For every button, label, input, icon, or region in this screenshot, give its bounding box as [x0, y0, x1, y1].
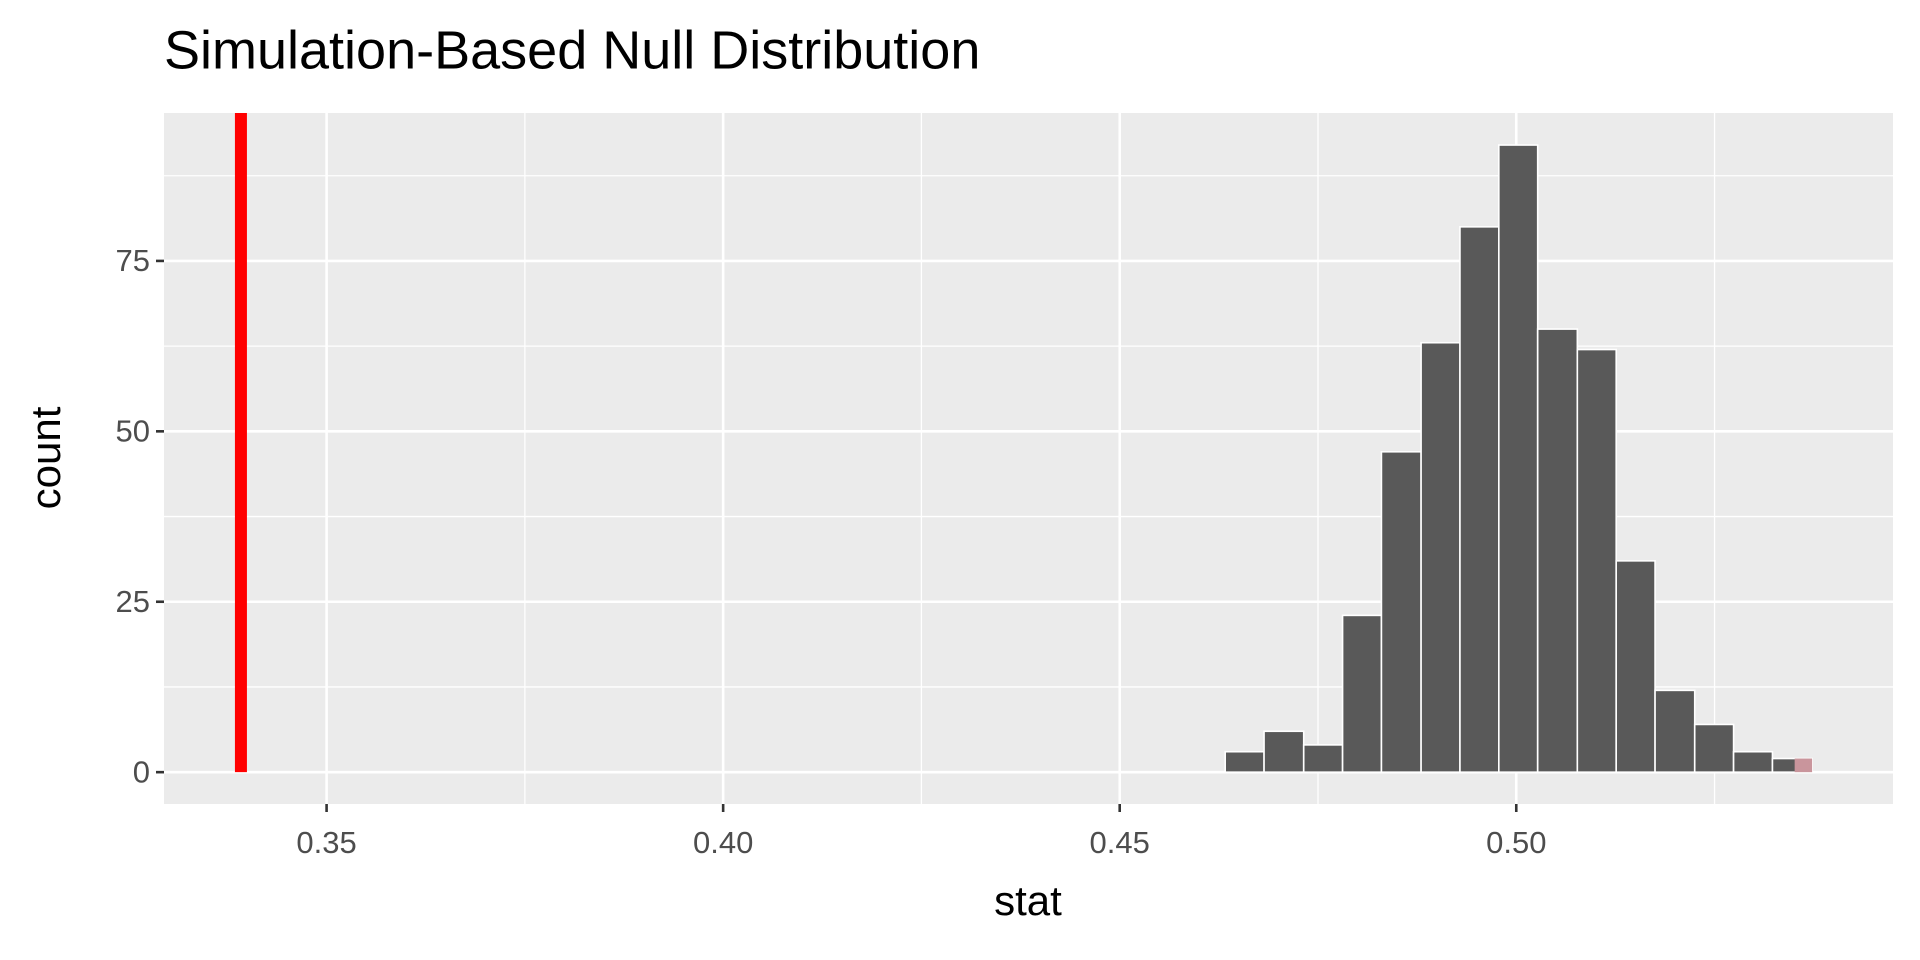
bar: [1732, 750, 1774, 773]
x-tick-label: 0.45: [1090, 825, 1150, 860]
bar: [1498, 144, 1539, 773]
x-tick-label: 0.40: [693, 825, 753, 860]
bar: [1536, 328, 1579, 773]
y-axis-title: count: [22, 406, 69, 509]
y-tick-label: 75: [116, 243, 150, 278]
y-tick-label: 25: [116, 584, 150, 619]
bar: [1420, 341, 1461, 773]
x-tick-label: 0.50: [1486, 825, 1546, 860]
bar: [1380, 450, 1422, 773]
bar: [1224, 750, 1265, 773]
x-tick-label: 0.35: [296, 825, 356, 860]
bar: [1459, 226, 1500, 773]
bar: [1341, 614, 1383, 773]
y-tick-label: 0: [133, 754, 150, 789]
bar: [1302, 744, 1344, 773]
x-axis-title: stat: [994, 877, 1062, 924]
bar: [1615, 560, 1656, 773]
bar: [1654, 689, 1696, 773]
bar: [1263, 730, 1305, 773]
shaded-region: [1794, 758, 1813, 773]
chart-title: Simulation-Based Null Distribution: [164, 20, 980, 80]
y-tick-label: 50: [116, 414, 150, 449]
bar: [1693, 723, 1735, 773]
bar: [1576, 348, 1618, 773]
